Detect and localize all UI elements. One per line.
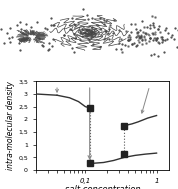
Y-axis label: intra-molecular density: intra-molecular density	[6, 81, 15, 170]
X-axis label: salt concentration: salt concentration	[65, 185, 140, 189]
